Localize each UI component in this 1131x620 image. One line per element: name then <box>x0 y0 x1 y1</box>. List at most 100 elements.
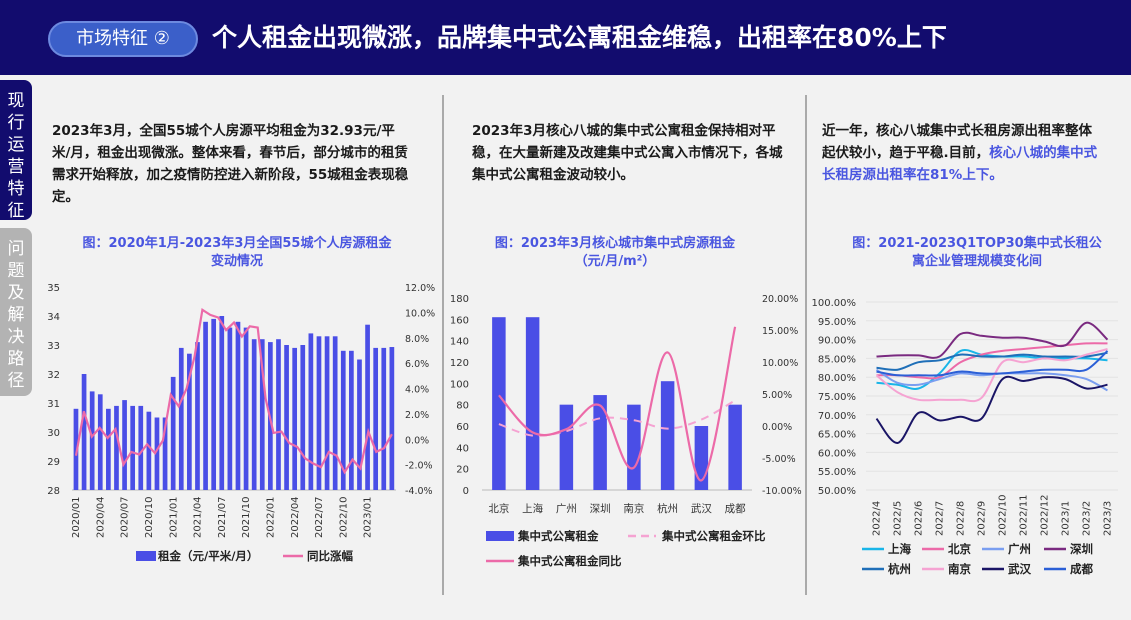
section-badge: 市场特征 ② <box>48 21 198 57</box>
chart1-bar <box>235 321 241 490</box>
chart1-bar <box>332 336 338 490</box>
chart3-y-tick: 100.00% <box>812 298 857 309</box>
chart2-y-tick: 180 <box>450 294 469 305</box>
chart2-title-unit: （元/月/m²） <box>574 254 656 269</box>
chart1-bar <box>373 347 379 490</box>
panel3-highlight: 核心八城的集中式长租房源出租率在81%上下。 <box>822 145 1098 183</box>
chart3-legend-label: 成都 <box>1070 562 1093 576</box>
chart3-series-line <box>875 375 1108 444</box>
chart3-y-tick: 95.00% <box>818 317 856 328</box>
chart2-legend-bar-swatch <box>486 531 514 541</box>
chart2-x-tick: 深圳 <box>590 503 611 515</box>
chart2-legend-yoy-label: 集中式公寓租金同比 <box>517 554 622 568</box>
chart3-legend-label: 上海 <box>888 542 911 556</box>
chart2-legend-mom-label: 集中式公寓租金环比 <box>661 529 766 543</box>
chart1-x-tick: 2022/07 <box>314 496 325 538</box>
chart1-bar <box>365 324 370 490</box>
chart3-x-tick: 2022/10 <box>998 494 1009 536</box>
chart1-bar <box>203 321 208 490</box>
chart1-y2-tick: 8.0% <box>405 334 429 345</box>
chart2-y2-tick: 5.00% <box>762 390 792 401</box>
chart2-y2-tick: 15.00% <box>762 326 798 337</box>
chart2-y2-tick: 0.00% <box>762 422 792 433</box>
chart3-x-tick: 2022/9 <box>977 501 988 536</box>
chart2-y-tick: 160 <box>450 315 469 326</box>
chart1-y2-tick: 12.0% <box>405 283 435 294</box>
chart2-y2-tick: 10.00% <box>762 358 798 369</box>
chart1-bar <box>324 336 330 490</box>
chart2-y-tick: 60 <box>456 422 469 433</box>
chart2-bar <box>492 317 506 490</box>
panel2-description: 2023年3月核心八城的集中式公寓租金保持相对平稳，在大量新建及改建集中式公寓入… <box>472 123 783 183</box>
chart3-x-tick: 2023/3 <box>1103 501 1114 536</box>
chart3-legend-label: 杭州 <box>888 562 911 576</box>
chart3-title: 图：2021-2023Q1TOP30集中式长租公寓企业管理规模变化间 <box>852 236 1102 269</box>
chart1-bar <box>316 336 322 490</box>
chart1-bar <box>73 408 79 490</box>
page-title: 个人租金出现微涨，品牌集中式公寓租金维稳，出租率在80%上下 <box>212 23 947 52</box>
chart2-y2-tick: -5.00% <box>762 454 796 465</box>
chart1-bar <box>170 376 176 490</box>
chart3-series-line <box>875 348 1108 403</box>
chart1-bar <box>259 339 265 490</box>
chart1-bar <box>162 417 168 490</box>
chart3-legend-label: 深圳 <box>1070 542 1093 556</box>
chart3-y-tick: 70.00% <box>818 411 856 422</box>
chart3-x-tick: 2022/7 <box>935 501 946 536</box>
chart1-bar <box>178 347 184 490</box>
chart3-legend-label: 武汉 <box>1008 562 1031 576</box>
chart3-legend-label: 南京 <box>948 562 971 576</box>
chart3-x-tick: 2023/2 <box>1082 501 1093 536</box>
chart3-x-tick: 2022/8 <box>956 501 967 536</box>
chart2-y2-tick: 20.00% <box>762 294 798 305</box>
chart2-bar <box>525 317 540 490</box>
chart1-x-tick: 2020/01 <box>71 496 82 538</box>
chart3-x-tick: 2022/11 <box>1019 494 1030 536</box>
chart1-bar <box>251 339 257 490</box>
chart1-bar <box>243 327 249 490</box>
chart1-bar <box>97 394 103 490</box>
chart2-x-tick: 上海 <box>522 502 543 515</box>
panel3-text: 近一年，核心八城集中式长租房源出租率整体起伏较小，趋于平稳.目前， <box>822 123 1092 161</box>
chart2-y-tick: 0 <box>463 486 469 497</box>
chart1-y-tick: 31 <box>47 399 60 410</box>
chart1-y-tick: 34 <box>47 312 60 323</box>
chart1-bar <box>81 374 87 490</box>
chart2-y-tick: 120 <box>450 358 469 369</box>
chart2-y-tick: 140 <box>450 337 469 348</box>
chart2-bar <box>559 404 574 490</box>
chart1-bar <box>211 318 217 490</box>
chart2-title-main: 图：2023年3月核心城市集中式房源租金 <box>494 236 736 251</box>
chart1-y-tick: 35 <box>47 283 60 294</box>
sidebar-tab-current-operations[interactable]: 现行运营特征 <box>0 80 32 221</box>
chart2-y-tick: 20 <box>456 465 469 476</box>
chart3-y-tick: 75.00% <box>818 392 856 403</box>
chart1-x-tick: 2022/04 <box>290 496 301 538</box>
chart2-x-tick: 成都 <box>725 503 746 515</box>
chart3-series-line <box>876 321 1109 359</box>
chart1-x-tick: 2023/01 <box>363 496 374 538</box>
chart3-y-tick: 65.00% <box>818 430 856 441</box>
chart3-x-tick: 2022/4 <box>872 501 883 536</box>
chart1-y2-tick: -2.0% <box>405 461 433 472</box>
chart1-bar <box>284 345 289 490</box>
chart1-y-tick: 33 <box>47 341 60 352</box>
header-bar: 市场特征 ② 个人租金出现微涨，品牌集中式公寓租金维稳，出租率在80%上下 <box>0 0 1131 75</box>
chart1-legend-line-label: 同比涨幅 <box>307 549 353 563</box>
chart1-bar <box>357 359 362 490</box>
chart1-y2-tick: -4.0% <box>405 486 433 497</box>
chart1-bar <box>195 342 200 490</box>
chart1-y2-tick: 10.0% <box>405 308 435 319</box>
chart3-legend-label: 北京 <box>948 542 971 556</box>
chart1-x-tick: 2021/07 <box>217 496 228 538</box>
sidebar-tab-problems-solutions[interactable]: 问题及解决路径 <box>0 228 32 396</box>
chart1-bar <box>154 417 160 490</box>
chart1-bar <box>300 345 306 490</box>
chart1-bar <box>146 411 152 490</box>
panel-divider <box>805 95 807 595</box>
chart1-yoy-line <box>74 307 393 475</box>
chart3-y-tick: 55.00% <box>818 467 856 478</box>
chart1-x-tick: 2022/10 <box>338 496 349 538</box>
chart1-y2-tick: 4.0% <box>405 385 429 396</box>
chart3-y-tick: 85.00% <box>818 354 856 365</box>
